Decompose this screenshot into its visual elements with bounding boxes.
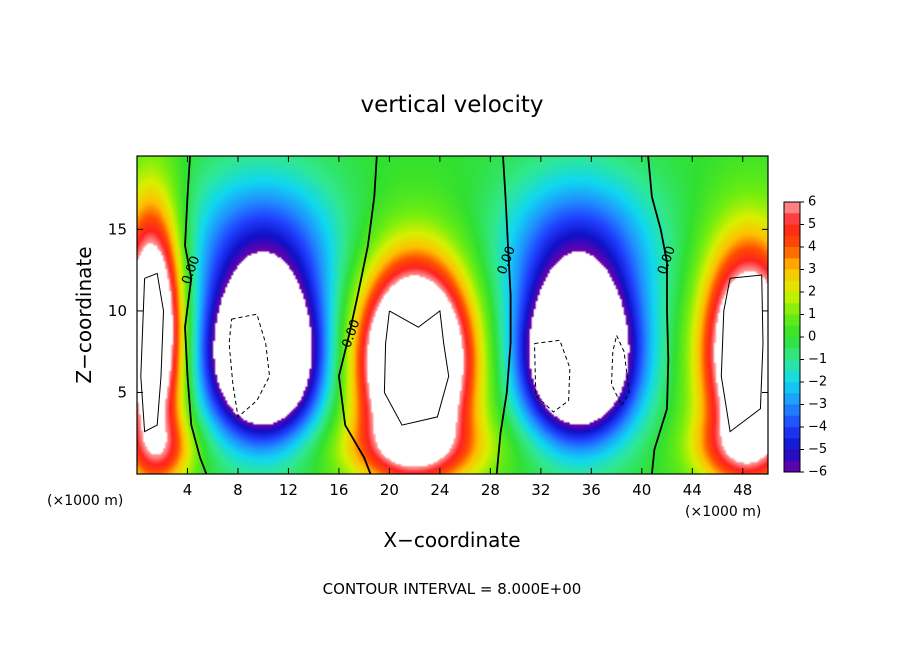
x-tick-label: 8: [233, 481, 243, 499]
x-tick-label: 20: [380, 481, 399, 499]
colorbar-swatch: [784, 404, 800, 417]
colorbar-swatch: [784, 269, 800, 282]
colorbar-swatch: [784, 202, 800, 214]
x-tick-label: 40: [632, 481, 651, 499]
plot-area: 0.000.000.00 0.00: [136, 155, 769, 475]
y-tick-label: 10: [108, 302, 127, 320]
colorbar-swatch: [784, 359, 800, 372]
colorbar-swatch: [784, 213, 800, 225]
negative-contour-line: [228, 313, 271, 418]
y-axis-ticks: 5 10 15: [108, 220, 768, 401]
colorbar-tick-label: 5: [808, 217, 816, 232]
contour-lines: [140, 155, 764, 475]
positive-contour-line: [140, 272, 165, 433]
x-tick-label: 12: [279, 481, 298, 499]
colorbar-swatch: [784, 224, 800, 237]
colorbar-tick-label: 1: [808, 307, 816, 322]
colorbar-swatch: [784, 415, 800, 428]
x-tick-label: 4: [183, 481, 193, 499]
colorbar-tick-label: −6: [808, 465, 827, 480]
x-tick-label: 16: [329, 481, 348, 499]
colorbar-swatch: [784, 280, 800, 293]
colorbar-swatch: [784, 303, 800, 315]
colorbar-swatch: [784, 460, 800, 473]
x-tick-label: 36: [582, 481, 601, 499]
positive-contour-line: [383, 309, 450, 426]
colorbar-swatch: [784, 235, 800, 248]
colorbar-swatch: [784, 348, 800, 360]
zero-contour-line: [495, 155, 512, 475]
chart-title: vertical velocity: [361, 92, 544, 118]
colorbar-swatch: [784, 258, 800, 270]
x-tick-label: 28: [481, 481, 500, 499]
x-unit-left: (×1000 m): [47, 493, 123, 509]
zero-contour-line: [337, 155, 378, 475]
negative-contour-line: [534, 339, 571, 413]
plot-frame: [136, 155, 769, 475]
colorbar-swatch: [784, 314, 800, 327]
velocity-field-heatmap: [137, 156, 768, 474]
y-tick-label: 15: [108, 220, 127, 238]
colorbar-tick-label: 3: [808, 262, 816, 277]
colorbar-swatch: [784, 292, 800, 304]
x-tick-label: 48: [733, 481, 752, 499]
positive-contour-line: [720, 274, 764, 433]
x-axis-label: X−coordinate: [383, 528, 520, 552]
zero-contour-line: [647, 155, 670, 475]
contour-interval-note: CONTOUR INTERVAL = 8.000E+00: [323, 580, 582, 598]
colorbar-swatch: [784, 393, 800, 405]
colorbar-tick-label: 4: [808, 240, 816, 255]
colorbar-tick-label: 2: [808, 285, 816, 300]
colorbar-tick-label: 0: [808, 330, 816, 345]
negative-contour-line: [610, 335, 630, 407]
x-tick-label: 24: [430, 481, 449, 499]
colorbar-tick-label: 6: [808, 195, 816, 210]
y-axis-label: Z−coordinate: [72, 246, 96, 383]
colorbar-tick-label: −2: [808, 375, 827, 390]
colorbar-swatch: [784, 438, 800, 450]
colorbar-swatch: [784, 247, 800, 259]
colorbar-tick-label: −5: [808, 442, 827, 457]
colorbar-swatch: [784, 325, 800, 338]
x-tick-label: 32: [531, 481, 550, 499]
x-unit-right: (×1000 m): [685, 504, 761, 520]
colorbar-swatch: [784, 449, 800, 462]
colorbar-swatch: [784, 382, 800, 394]
colorbar-swatch: [784, 337, 800, 349]
colorbar-swatch: [784, 427, 800, 439]
colorbar-tick-label: −3: [808, 397, 827, 412]
colorbar-swatch: [784, 370, 800, 383]
y-tick-label: 5: [117, 383, 127, 401]
x-tick-label: 44: [683, 481, 702, 499]
colorbar-tick-label: −1: [808, 352, 827, 367]
x-axis-ticks: 4 8 12 16 20 24 28 32 36 40 44 48: [183, 156, 752, 499]
colorbar: 6 5 4 3 2 1 0 −1 −2 −3 −4 −5 −6: [783, 195, 827, 480]
zero-contour-line: [184, 155, 208, 475]
colorbar-tick-label: −4: [808, 420, 827, 435]
